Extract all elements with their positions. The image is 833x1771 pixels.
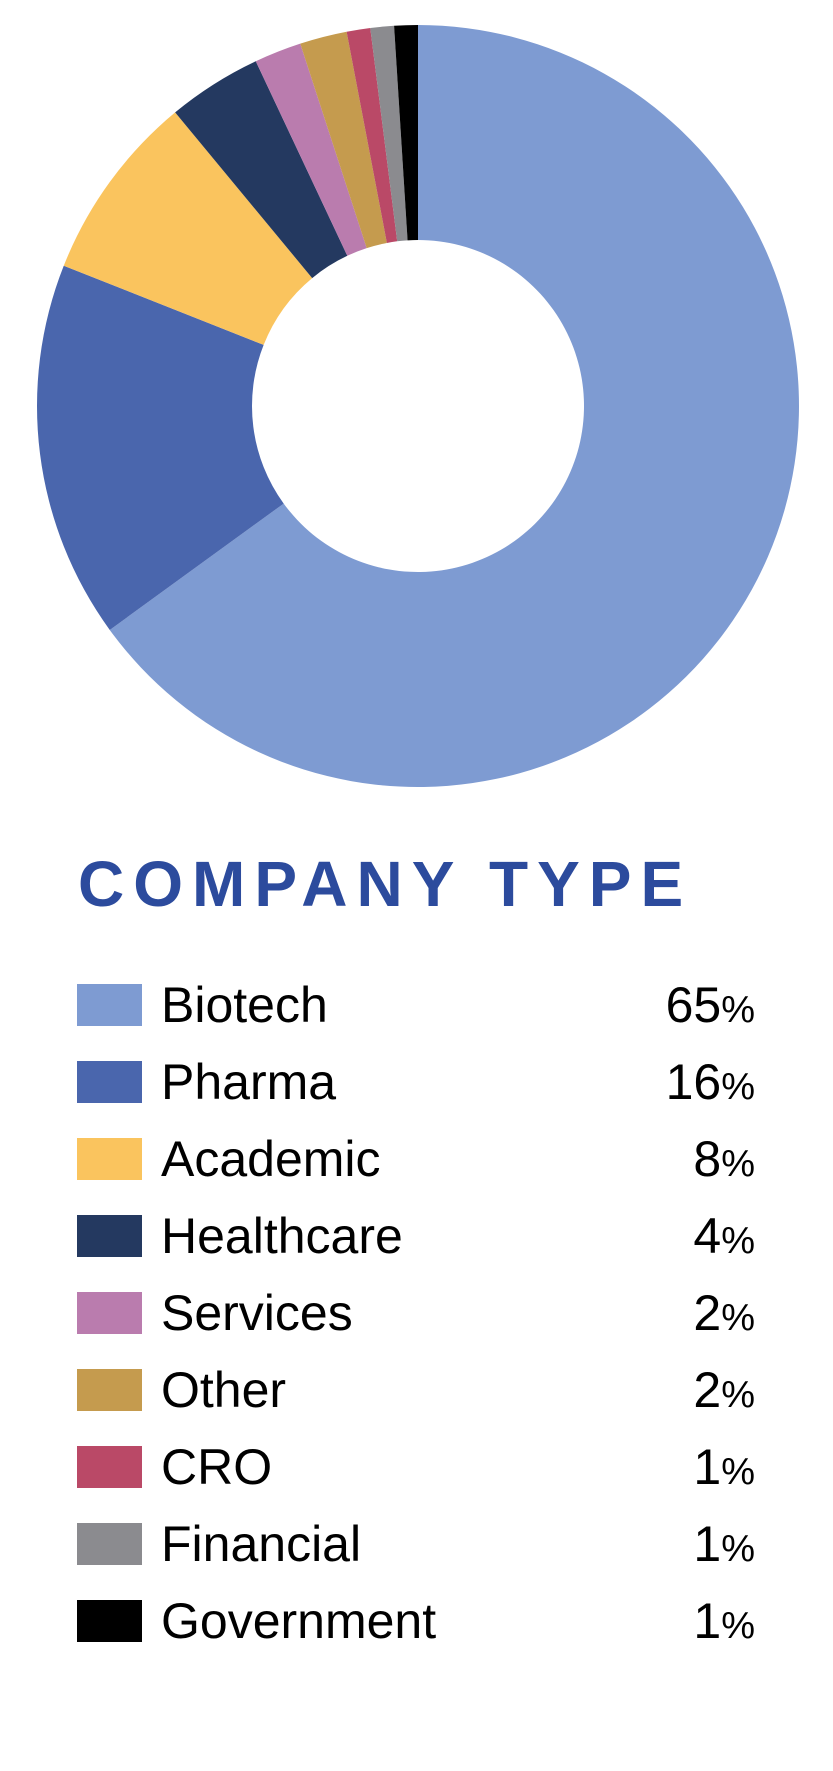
donut-slice-academic <box>63 112 313 345</box>
legend-label: Academic <box>161 1130 381 1187</box>
legend-value: 1% <box>693 1592 755 1649</box>
legend-row: Academic 8% <box>0 1120 833 1197</box>
percent-sign: % <box>721 988 755 1031</box>
legend-row: CRO 1% <box>0 1428 833 1505</box>
legend-swatch <box>77 1214 142 1257</box>
legend-label: Financial <box>161 1515 362 1572</box>
legend-swatch <box>77 1599 142 1642</box>
percent-sign: % <box>721 1450 755 1493</box>
legend-label: CRO <box>161 1438 273 1495</box>
legend-row: Biotech 65% <box>0 966 833 1043</box>
legend-swatch <box>77 1291 142 1334</box>
legend-label: Government <box>161 1592 437 1649</box>
legend: Biotech 65% Pharma 16% Academic 8% Healt… <box>0 966 833 1659</box>
donut-slice-services <box>255 43 367 256</box>
legend-row: Financial 1% <box>0 1505 833 1582</box>
percent-sign: % <box>721 1604 755 1647</box>
legend-swatch <box>77 1137 142 1180</box>
legend-value: 1% <box>693 1438 755 1495</box>
legend-label: Other <box>161 1361 287 1418</box>
percent-sign: % <box>721 1065 755 1108</box>
legend-label: Pharma <box>161 1053 337 1110</box>
legend-value: 2% <box>693 1361 755 1418</box>
legend-value: 16% <box>665 1053 755 1110</box>
legend-row: Government 1% <box>0 1582 833 1659</box>
legend-value: 4% <box>693 1207 755 1264</box>
legend-swatch <box>77 1522 142 1565</box>
legend-label: Biotech <box>161 976 328 1033</box>
legend-swatch <box>77 983 142 1026</box>
donut-slice-government <box>394 24 418 241</box>
donut-chart-container <box>0 0 833 810</box>
donut-slice-pharma <box>36 265 284 630</box>
legend-value: 65% <box>665 976 755 1033</box>
legend-swatch <box>77 1368 142 1411</box>
donut-slice-biotech <box>109 25 799 787</box>
donut-slice-financial <box>370 25 408 242</box>
legend-value: 1% <box>693 1515 755 1572</box>
percent-sign: % <box>721 1373 755 1416</box>
chart-title: COMPANY TYPE <box>78 848 693 920</box>
legend-row: Services 2% <box>0 1274 833 1351</box>
donut-slice-healthcare <box>175 61 348 279</box>
legend-swatch <box>77 1060 142 1103</box>
donut-slice-cro <box>346 28 398 243</box>
percent-sign: % <box>721 1219 755 1262</box>
legend-value: 8% <box>693 1130 755 1187</box>
legend-row: Healthcare 4% <box>0 1197 833 1274</box>
legend-label: Services <box>161 1284 353 1341</box>
percent-sign: % <box>721 1142 755 1185</box>
percent-sign: % <box>721 1296 755 1339</box>
legend-swatch <box>77 1445 142 1488</box>
legend-row: Other 2% <box>0 1351 833 1428</box>
donut-slice-other <box>300 31 387 249</box>
percent-sign: % <box>721 1527 755 1570</box>
donut-chart <box>36 24 799 787</box>
legend-label: Healthcare <box>161 1207 403 1264</box>
legend-value: 2% <box>693 1284 755 1341</box>
legend-row: Pharma 16% <box>0 1043 833 1120</box>
